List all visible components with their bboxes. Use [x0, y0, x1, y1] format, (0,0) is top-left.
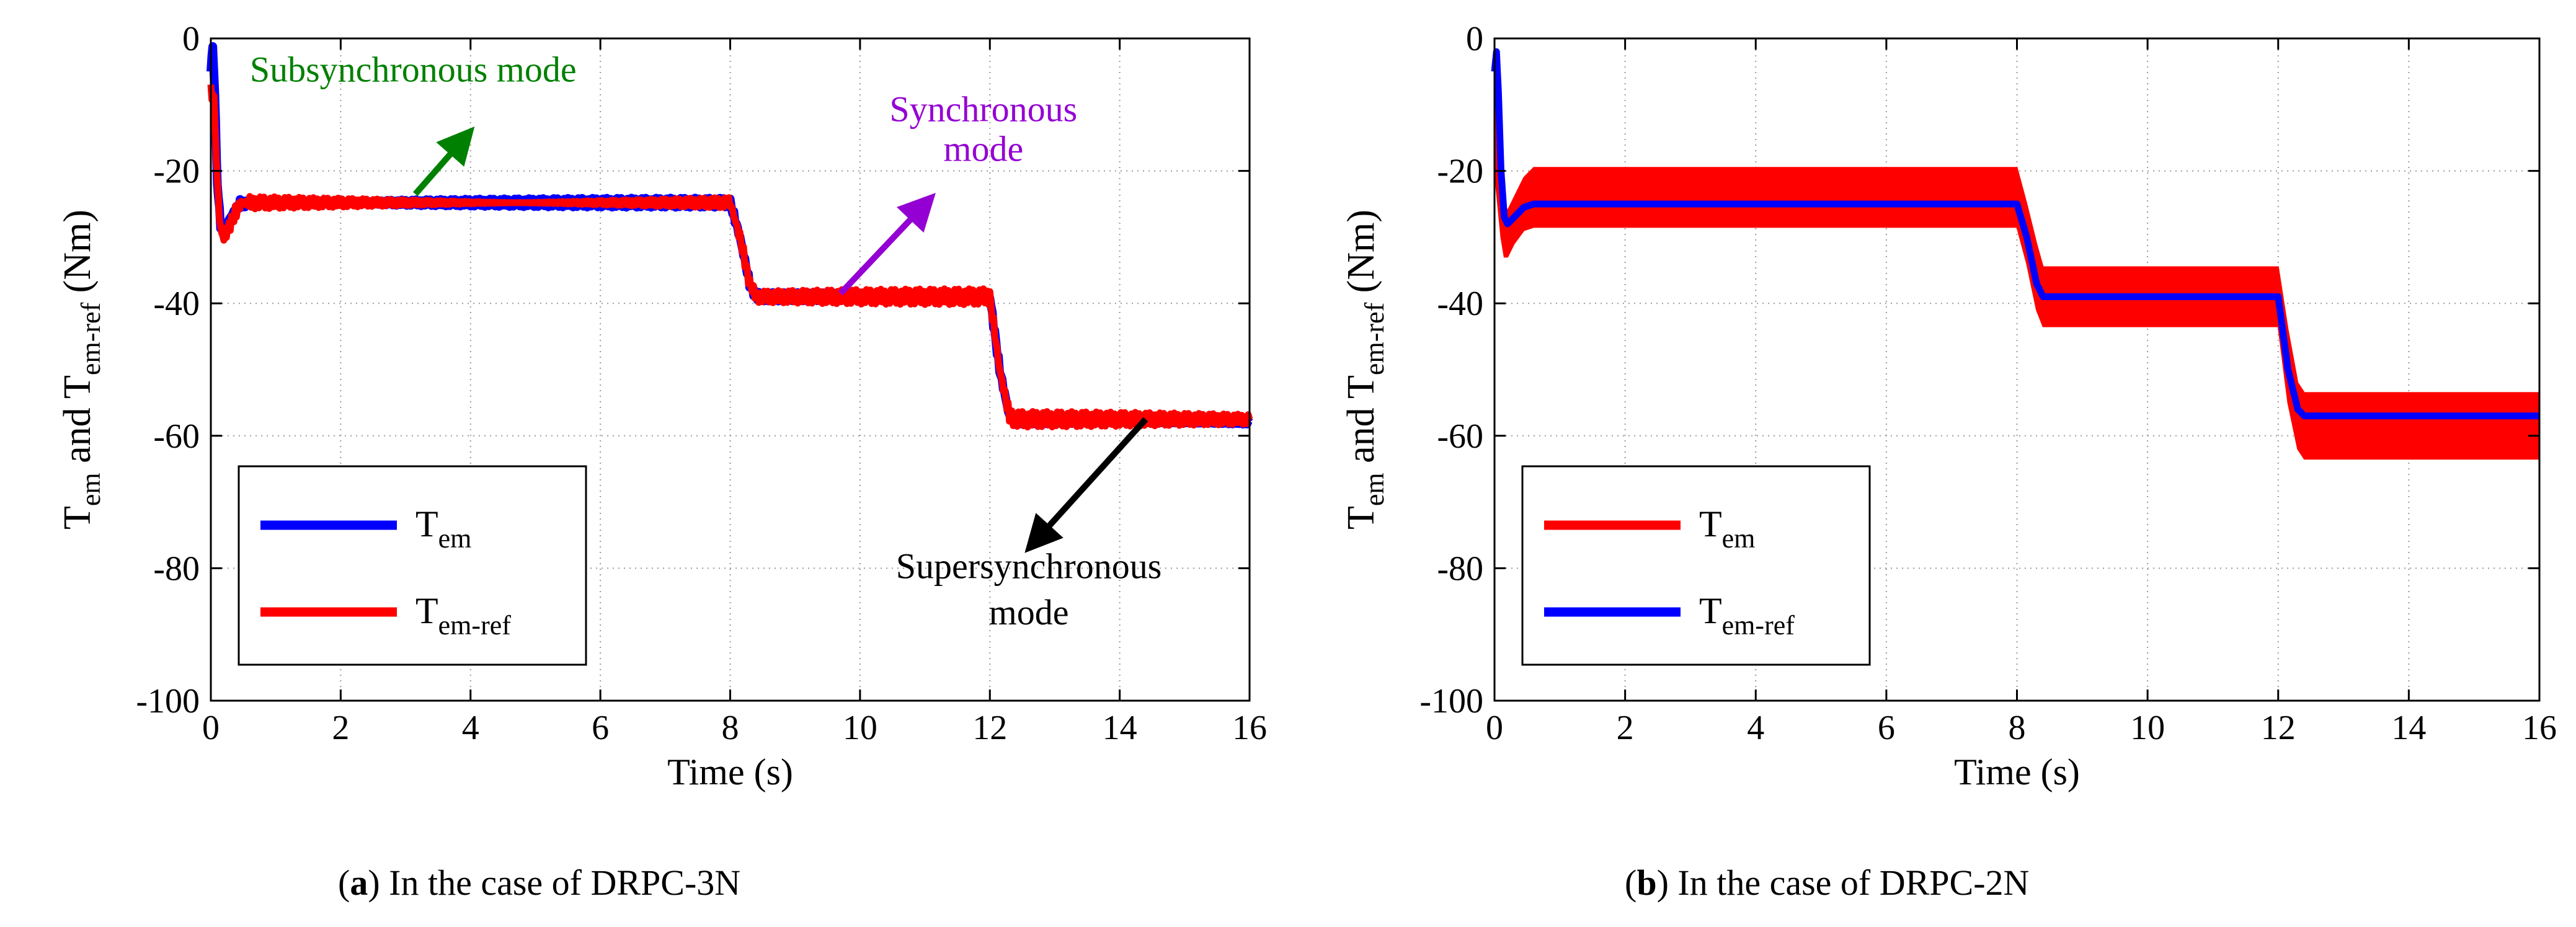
annotation-arrow-a-1 — [838, 193, 936, 296]
series-b-1 — [1491, 48, 2542, 420]
caption-b-text: In the case of DRPC-2N — [1677, 863, 2030, 903]
caption-b: (b) In the case of DRPC-2N — [1625, 863, 2030, 903]
ylabel-a: Tem and Tem-ref (Nm) — [56, 210, 106, 530]
xlabel-b: Time (s) — [1954, 752, 2080, 792]
legend-label-b-0: Tem — [1699, 503, 1755, 554]
xtick-label-b-0: 0 — [1486, 709, 1503, 747]
ytick-label-a-4: -80 — [153, 549, 200, 588]
annotation-a-0: Subsynchronous mode — [250, 49, 577, 89]
xtick-label-a-6: 12 — [972, 709, 1007, 747]
ytick-label-b-0: 0 — [1466, 20, 1483, 58]
xlabel-a: Time (s) — [667, 752, 793, 792]
xtick-label-b-8: 16 — [2522, 709, 2557, 747]
xtick-label-b-5: 10 — [2130, 709, 2165, 747]
xtick-label-b-7: 14 — [2391, 709, 2426, 747]
ytick-label-a-3: -60 — [153, 417, 200, 456]
caption-a-label: a — [350, 863, 368, 903]
xtick-label-a-7: 14 — [1103, 709, 1137, 747]
legend-label-a-1: Tem-ref — [415, 590, 511, 641]
ytick-label-a-2: -40 — [153, 285, 200, 323]
annotation-a-1-line2: mode — [943, 129, 1023, 169]
legend-a: Tem Tem-ref — [238, 465, 587, 666]
xtick-label-a-5: 10 — [843, 709, 877, 747]
series-a-1 — [207, 84, 1253, 431]
caption-b-label: b — [1637, 863, 1657, 903]
legend-box-a — [238, 465, 587, 666]
xtick-label-a-0: 0 — [202, 709, 220, 747]
ytick-label-a-5: -100 — [136, 682, 200, 721]
annotation-arrow-a-2 — [1024, 417, 1148, 553]
xtick-label-a-1: 2 — [332, 709, 349, 747]
xtick-label-b-1: 2 — [1617, 709, 1634, 747]
ytick-label-b-2: -40 — [1437, 285, 1483, 323]
ytick-label-a-1: -20 — [153, 153, 200, 191]
legend-label-b-1: Tem-ref — [1699, 590, 1795, 641]
xtick-label-a-4: 8 — [722, 709, 739, 747]
annotation-a-2: Supersynchronous — [896, 546, 1162, 586]
ytick-label-b-4: -80 — [1437, 549, 1483, 588]
annotation-a-2-line2: mode — [989, 592, 1069, 632]
xtick-label-a-2: 4 — [462, 709, 479, 747]
legend-box-b — [1521, 465, 1871, 666]
legend-b: Tem Tem-ref — [1521, 465, 1871, 666]
annotation-arrow-a-0 — [413, 126, 475, 197]
ytick-label-a-0: 0 — [182, 20, 200, 58]
xtick-label-b-6: 12 — [2261, 709, 2296, 747]
ylabel-b: Tem and Tem-ref (Nm) — [1340, 210, 1390, 530]
chart-b: 0 2 4 6 8 10 12 14 16 0 -20 -40 -60 -80 -100 Time (s) Te… — [1340, 20, 2557, 792]
chart-a: 0 2 4 6 8 10 12 14 16 0 -20 -40 -60 -80 -100 Time (s) Te… — [56, 20, 1267, 792]
caption-a-text: In the case of DRPC-3N — [389, 863, 741, 903]
xtick-label-b-3: 6 — [1878, 709, 1895, 747]
xtick-label-b-2: 4 — [1747, 709, 1764, 747]
annotation-a-1: Synchronous — [889, 89, 1077, 130]
ytick-label-b-1: -20 — [1437, 153, 1483, 191]
ytick-label-b-5: -100 — [1419, 682, 1483, 721]
xtick-label-b-4: 8 — [2009, 709, 2026, 747]
ytick-label-b-3: -60 — [1437, 417, 1483, 456]
xtick-label-a-3: 6 — [592, 709, 609, 747]
legend-label-a-0: Tem — [415, 503, 471, 554]
caption-a: (a) In the case of DRPC-3N — [338, 863, 741, 903]
xtick-label-a-8: 16 — [1232, 709, 1267, 747]
